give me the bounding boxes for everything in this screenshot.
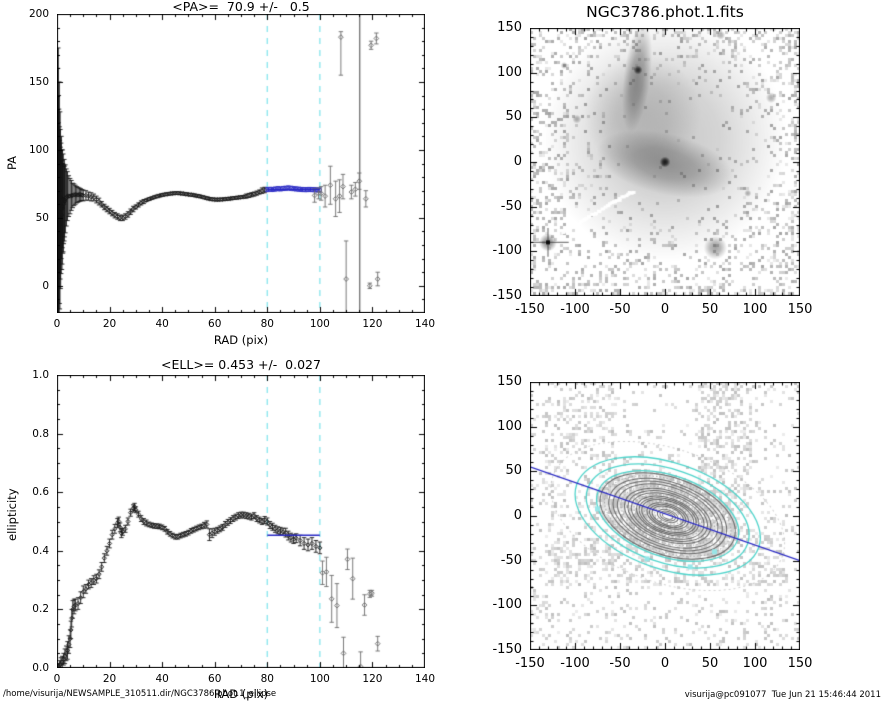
y-tick-label: 0.4 (32, 544, 49, 557)
y-tick-label: -150 (492, 642, 522, 657)
y-tick-label: 0.8 (32, 427, 49, 440)
x-tick-label: 50 (701, 302, 719, 317)
y-tick-label: 150 (497, 374, 522, 389)
x-tick-label: 150 (787, 302, 813, 317)
x-tick-label: 100 (309, 318, 330, 330)
y-tick-label: 0.0 (32, 662, 49, 674)
ell-plot-title: <ELL>= 0.453 +/- 0.027 (161, 357, 321, 372)
ell-x-axis-label: RAD (pix) (213, 687, 269, 701)
x-tick-label: 140 (414, 673, 436, 685)
y-tick-label: -150 (492, 288, 522, 303)
galaxy-image-canvas (530, 28, 800, 296)
x-tick-label: 140 (414, 318, 436, 330)
x-tick-label: 60 (208, 318, 222, 330)
x-tick-label: -50 (609, 302, 631, 317)
x-tick-label: 40 (155, 673, 169, 685)
panel-ellipse-overlay: -150 -100 -50 0 50 100 150 -150 -100 -50 0 50 100 150 (442, 354, 885, 708)
x-tick-label: -100 (560, 302, 590, 317)
x-tick-label: 0 (660, 302, 670, 317)
y-tick-label: 150 (497, 20, 522, 35)
x-tick-label: 20 (102, 318, 117, 330)
y-tick-label: 0 (42, 279, 49, 292)
y-tick-label: -100 (492, 597, 522, 613)
y-tick-label: 150 (28, 75, 49, 88)
ell-y-axis-label: ellipticity (5, 488, 19, 542)
x-tick-label: 100 (742, 656, 768, 671)
x-tick-label: -150 (515, 656, 545, 671)
y-tick-label: 100 (28, 143, 49, 156)
ell-plot-canvas (57, 375, 425, 668)
y-tick-label: 200 (28, 8, 49, 20)
x-tick-label: -150 (515, 302, 545, 317)
x-tick-label: -100 (560, 656, 590, 671)
y-tick-label: -100 (492, 243, 522, 259)
y-tick-label: 0.2 (32, 603, 49, 616)
x-tick-label: 80 (260, 673, 274, 685)
x-tick-label: 80 (260, 318, 274, 330)
y-tick-label: 100 (497, 418, 522, 434)
y-tick-label: -50 (500, 198, 522, 214)
panel-pa-profile: <PA>= 70.9 +/- 0.5 PA RAD (pix) 0 20 40 60 8… (0, 0, 442, 354)
pa-x-axis-label: RAD (pix) (213, 333, 269, 347)
y-tick-label: 0.6 (32, 486, 49, 499)
x-tick-label: 20 (102, 673, 117, 685)
y-tick-label: 1.0 (32, 369, 49, 381)
y-tick-label: 50 (35, 211, 49, 224)
y-tick-label: 50 (505, 109, 522, 125)
x-tick-label: 100 (309, 673, 330, 685)
x-tick-label: 0 (53, 673, 61, 685)
panel-galaxy-image: NGC3786.phot.1.fits -150 -100 -50 0 50 100 150… (442, 0, 885, 354)
x-tick-label: 150 (787, 656, 813, 671)
x-tick-label: 100 (742, 302, 768, 317)
y-tick-label: 0 (513, 154, 522, 169)
panel-ellipticity-profile: <ELL>= 0.453 +/- 0.027 ellipticity RAD (… (0, 354, 442, 708)
y-tick-label: 100 (497, 64, 522, 80)
ellipse-overlay-canvas (530, 382, 800, 650)
x-tick-label: 120 (362, 318, 383, 330)
footer-output-path: /home/visurija/NEWSAMPLE_310511.dir/NGC3… (3, 689, 277, 699)
x-tick-label: -50 (609, 656, 631, 671)
y-tick-label: 50 (505, 463, 522, 479)
footer-user-timestamp: visurija@pc091077 Tue Jun 21 15:46:44 20… (684, 690, 881, 700)
x-tick-label: 40 (155, 318, 169, 330)
x-tick-label: 60 (208, 673, 222, 685)
fits-image-title: NGC3786.phot.1.fits (586, 3, 744, 21)
x-tick-label: 0 (660, 656, 670, 671)
y-tick-label: 0 (513, 508, 522, 523)
x-tick-label: 0 (53, 318, 61, 330)
x-tick-label: 120 (362, 673, 383, 685)
x-tick-label: 50 (701, 656, 719, 671)
pa-plot-title: <PA>= 70.9 +/- 0.5 (172, 0, 310, 14)
pa-plot-canvas (57, 14, 425, 313)
y-tick-label: -50 (500, 552, 522, 568)
